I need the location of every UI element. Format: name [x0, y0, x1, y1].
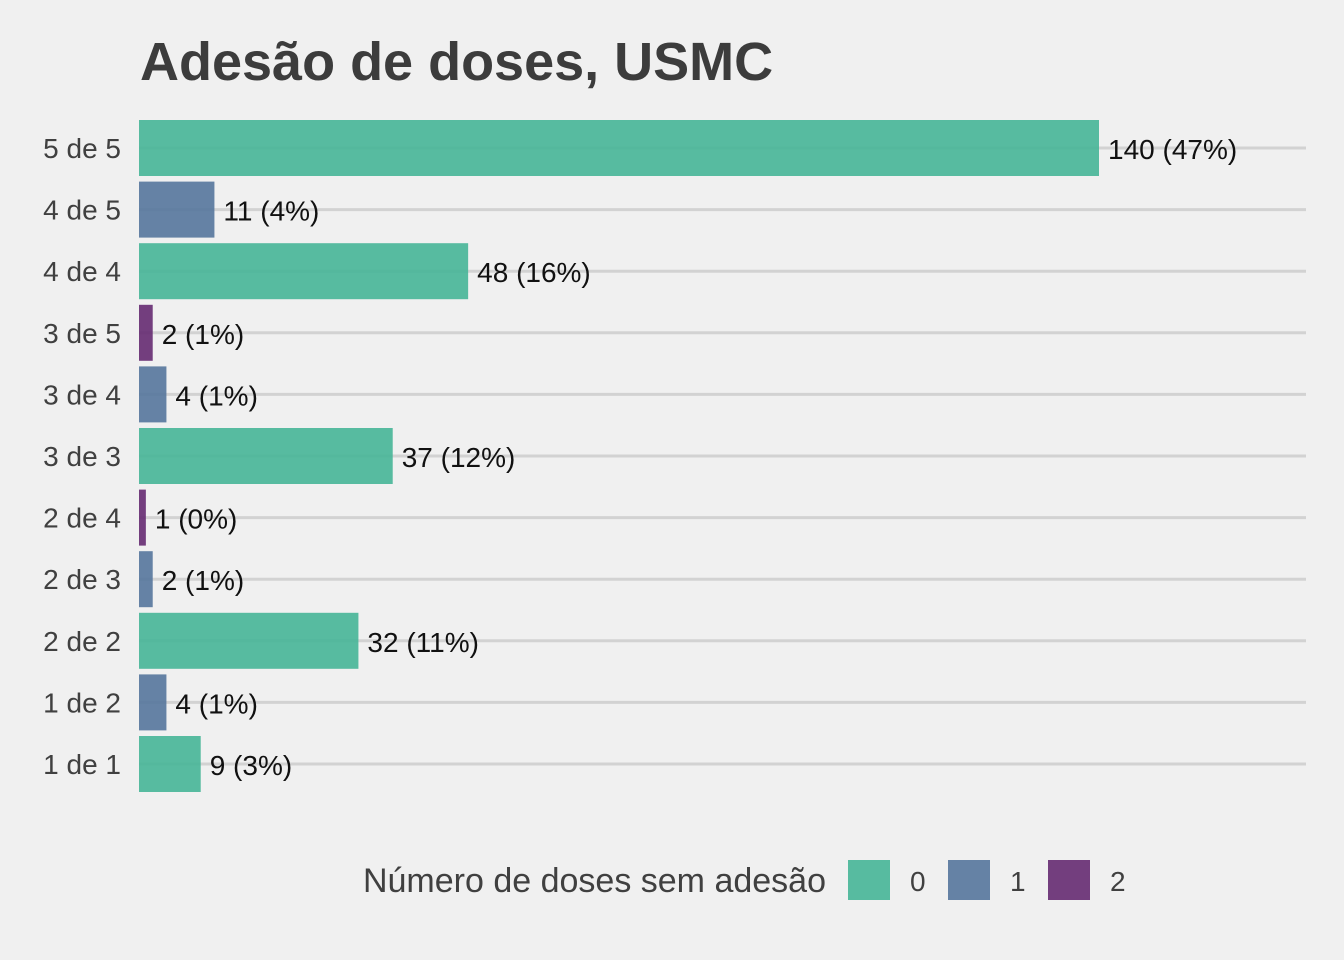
data-label: 2 (1%)	[162, 565, 244, 596]
category-label: 4 de 5	[43, 195, 121, 226]
category-label: 1 de 1	[43, 749, 121, 780]
legend-title: Número de doses sem adesão	[363, 862, 826, 900]
bar	[139, 674, 167, 731]
bar	[139, 366, 167, 423]
legend-key-0	[848, 860, 890, 900]
bar	[139, 181, 215, 238]
legend: Número de doses sem adesão 0 1 2	[363, 860, 1126, 900]
bar	[139, 428, 393, 484]
bar	[139, 736, 201, 792]
category-label: 5 de 5	[43, 133, 121, 164]
data-labels: 140 (47%) 11 (4%) 48 (16%) 2 (1%) 4 (1%) 37 (…	[155, 134, 1237, 781]
bar	[139, 243, 469, 300]
data-label: 140 (47%)	[1108, 134, 1237, 165]
category-label: 3 de 5	[43, 318, 121, 349]
data-label: 2 (1%)	[162, 319, 244, 350]
bar	[139, 120, 1099, 176]
bar	[139, 304, 153, 361]
data-label: 48 (16%)	[477, 257, 591, 288]
data-label: 37 (12%)	[402, 442, 516, 473]
data-label: 4 (1%)	[175, 688, 257, 719]
legend-key-1	[948, 860, 990, 900]
bars	[139, 120, 1099, 792]
category-label: 4 de 4	[43, 256, 121, 287]
legend-label-1: 1	[1010, 866, 1026, 897]
bar	[139, 489, 146, 546]
bar	[139, 551, 153, 608]
category-label: 2 de 3	[43, 564, 121, 595]
category-label: 2 de 4	[43, 503, 121, 534]
data-label: 4 (1%)	[175, 380, 257, 411]
chart-title: Adesão de doses, USMC	[140, 32, 773, 92]
legend-key-2	[1048, 860, 1090, 900]
data-label: 11 (4%)	[223, 196, 319, 227]
legend-label-0: 0	[910, 866, 926, 897]
category-label: 1 de 2	[43, 687, 121, 718]
legend-label-2: 2	[1110, 866, 1126, 897]
category-label: 2 de 2	[43, 626, 121, 657]
category-labels: 5 de 5 4 de 5 4 de 4 3 de 5 3 de 4 3 de 3 2 de…	[43, 133, 121, 780]
category-label: 3 de 3	[43, 441, 121, 472]
category-label: 3 de 4	[43, 379, 121, 410]
data-label: 1 (0%)	[155, 504, 237, 535]
data-label: 9 (3%)	[210, 750, 292, 781]
data-label: 32 (11%)	[367, 627, 479, 658]
bar	[139, 612, 359, 669]
